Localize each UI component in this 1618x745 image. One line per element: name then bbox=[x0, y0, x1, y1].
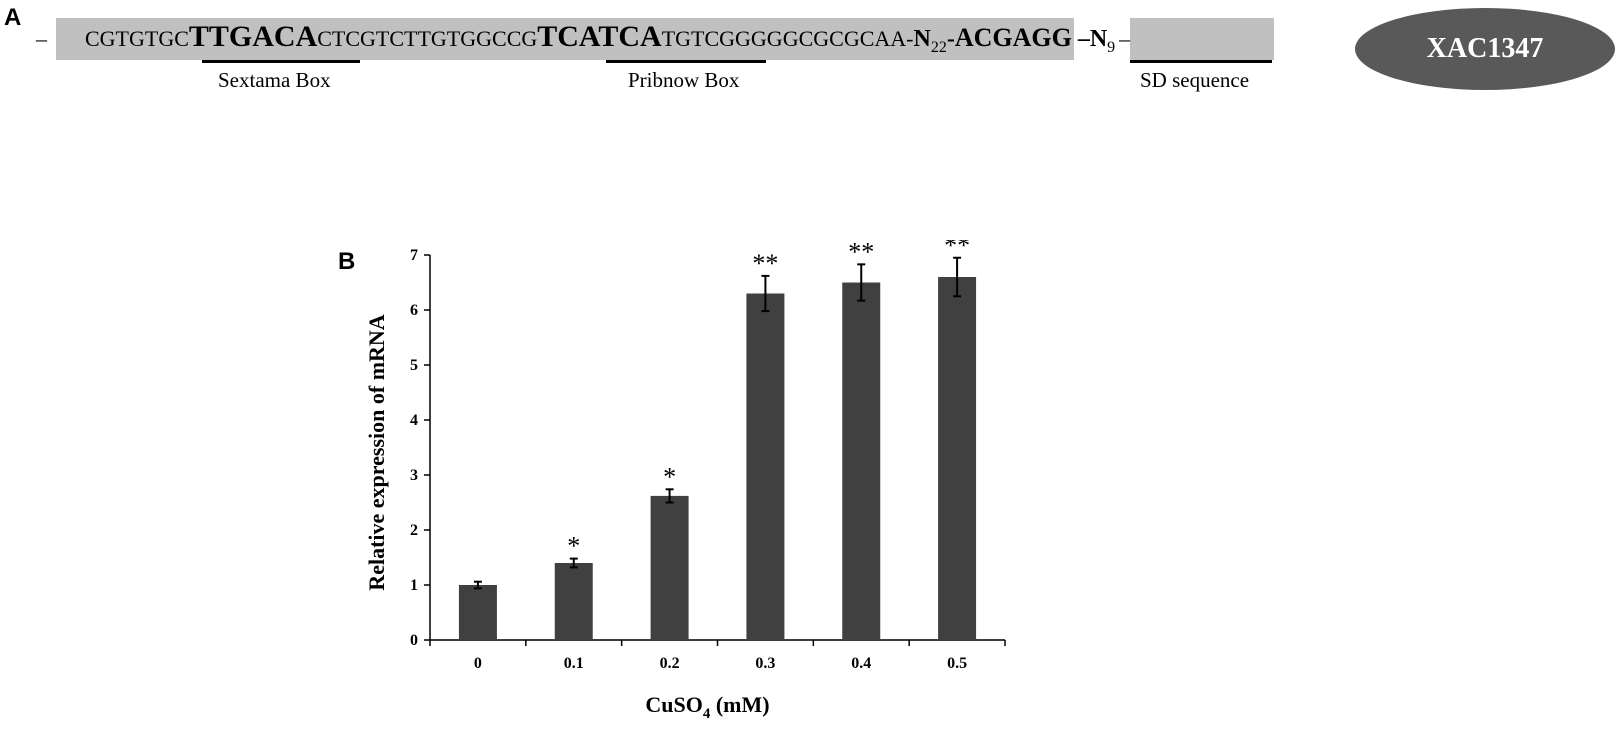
bar bbox=[459, 585, 497, 640]
y-tick-label: 0 bbox=[410, 632, 418, 649]
spacer2-n-subscript: 9 bbox=[1107, 39, 1115, 57]
sextama-box-underline bbox=[202, 60, 360, 63]
trailing-dash: – bbox=[1119, 26, 1130, 52]
spacer-n-base: N bbox=[913, 26, 930, 53]
significance-mark: * bbox=[567, 532, 580, 561]
significance-mark: * bbox=[663, 462, 676, 491]
significance-mark: ** bbox=[944, 240, 970, 260]
leading-dash: – bbox=[36, 26, 47, 52]
x-tick-label: 0.4 bbox=[851, 655, 871, 672]
x-tick-label: 0.5 bbox=[947, 655, 967, 672]
sequence-segment-3: TGTCGGGGGCGCGCAA- bbox=[662, 26, 914, 52]
sequence-segment-2: CTCGTCTTGTGGCCG bbox=[317, 26, 537, 52]
x-tick-label: 0 bbox=[474, 655, 482, 672]
pribnow-box-underline bbox=[606, 60, 766, 63]
x-tick-label: 0.1 bbox=[564, 655, 584, 672]
y-tick-label: 4 bbox=[410, 412, 418, 429]
sd-highlight-box bbox=[1130, 18, 1274, 60]
sequence-line: – CGTGTGC TTGACA CTCGTCTTGTGGCCG TCATCA … bbox=[36, 20, 1130, 60]
expression-bar-chart: 0 1 2 3 4 5 6 7 0 0.1 * 0.2 * 0.3 ** 0.4 ** 0.5 ** CuSO4 (m… bbox=[360, 240, 1040, 730]
sd-sequence-underline bbox=[1130, 60, 1272, 63]
bar bbox=[842, 283, 880, 641]
pribnow-box-motif: TCATCA bbox=[537, 20, 661, 54]
bar bbox=[555, 563, 593, 640]
sequence-segment-1: CGTGTGC bbox=[85, 26, 189, 52]
y-tick-label: 2 bbox=[410, 522, 418, 539]
y-tick-label: 6 bbox=[410, 302, 418, 319]
spacer-n-subscript: 22 bbox=[931, 39, 947, 57]
bar bbox=[651, 496, 689, 640]
sextama-box-label: Sextama Box bbox=[218, 68, 331, 93]
pribnow-box-label: Pribnow Box bbox=[628, 68, 739, 93]
gene-ellipse: XAC1347 bbox=[1355, 8, 1615, 90]
y-tick-label: 7 bbox=[410, 247, 418, 264]
x-tick-label: 0.3 bbox=[755, 655, 775, 672]
x-axis-title: CuSO4 (mM) bbox=[645, 692, 769, 722]
y-tick-label: 5 bbox=[410, 357, 418, 374]
sextama-box-motif: TTGACA bbox=[189, 20, 317, 54]
panel-b-letter: B bbox=[338, 248, 355, 276]
bar bbox=[938, 277, 976, 640]
significance-mark: ** bbox=[848, 240, 874, 266]
x-tick-label: 0.2 bbox=[660, 655, 680, 672]
y-axis-title: Relative expression of mRNA bbox=[364, 314, 389, 590]
significance-mark: ** bbox=[752, 249, 778, 278]
sd-sequence-label: SD sequence bbox=[1140, 68, 1249, 93]
gene-name-label: XAC1347 bbox=[1427, 33, 1544, 65]
y-tick-label: 1 bbox=[410, 577, 418, 594]
promoter-sequence-diagram: – CGTGTGC TTGACA CTCGTCTTGTGGCCG TCATCA … bbox=[0, 0, 1618, 100]
spacer2-n-base: –N bbox=[1078, 26, 1107, 53]
y-tick-label: 3 bbox=[410, 467, 418, 484]
plot-area: 0 1 2 3 4 5 6 7 0 0.1 * 0.2 * 0.3 ** 0.4 ** 0.5 ** CuSO4 (m… bbox=[364, 240, 1005, 722]
sd-sequence-motif: ACGAGG bbox=[955, 23, 1072, 53]
bar bbox=[746, 294, 784, 641]
spacer-dash: - bbox=[947, 26, 955, 53]
